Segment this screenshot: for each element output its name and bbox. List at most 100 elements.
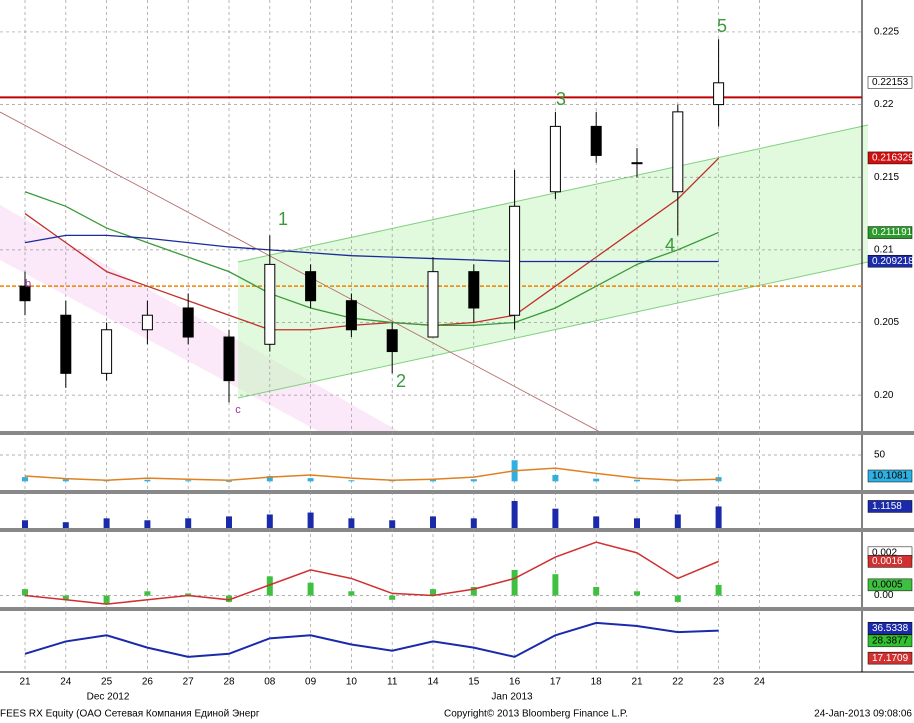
x-tick-label: 08 [264,677,276,688]
price-tag-label: 17.1709 [872,653,909,664]
candle-body [60,314,72,374]
wave-label: 4 [665,235,675,255]
candle-body [631,162,643,165]
bar [511,569,518,596]
price-tag [867,226,913,239]
wave-label: 3 [556,89,566,109]
candle-body [141,314,153,331]
bar [22,477,28,482]
price-tag [867,76,913,89]
bar [348,480,355,482]
price-tag-label: 0.002 [872,547,897,558]
price-tag-label: 0.209218 [872,256,914,267]
price-tag [867,621,913,635]
bar [389,520,396,528]
candle-body [468,271,480,309]
signal-line [24,541,719,605]
candle-body [386,329,398,353]
bar [144,479,151,482]
candle-body [264,263,276,345]
price-tag [867,469,913,483]
candle-body [345,300,357,331]
bar [226,516,232,528]
signal-line [24,467,719,482]
x-tick-label: 21 [19,677,31,688]
price-tag-label: 0.22153 [872,77,909,88]
bar [470,479,477,482]
y-tick-label: 50 [874,450,886,461]
x-tick-label: 22 [672,677,684,688]
y-tick-label: 0.205 [874,317,899,328]
bar [185,593,192,596]
candle-body [19,285,31,302]
bar [511,500,518,528]
bar [593,478,600,482]
bar [62,595,69,600]
bar [266,476,273,482]
price-tag [867,555,913,568]
bar [430,478,436,482]
price-tag-label: 0.216329 [872,153,914,164]
x-tick-label: 25 [101,677,113,688]
bar [22,520,28,528]
bar [62,479,69,482]
y-tick-label: 0.00 [874,590,894,601]
x-tick-label: 14 [427,677,439,688]
x-tick-label: 21 [631,677,643,688]
y-tick-label: 0.225 [874,27,899,38]
price-tag [867,151,913,165]
price-tag [867,578,913,592]
bar [715,477,722,482]
x-tick-label: 17 [550,677,562,688]
footer-right: 24-Jan-2013 09:08:06 [814,709,912,720]
price-tag-label: 0.0005 [872,580,903,591]
bar [144,591,151,596]
bar [634,479,640,482]
candle-body [713,82,725,106]
month-label: Dec 2012 [87,692,130,703]
x-tick-label: 26 [142,677,154,688]
bar [103,595,110,605]
x-tick-label: 15 [468,677,480,688]
price-tag-label: 36.5338 [872,623,909,634]
price-tag [867,500,913,513]
wave-label: 1 [278,209,288,229]
bar [348,518,355,528]
candle-body [672,111,684,193]
bar [470,586,477,596]
y-tick-label: 0.21 [874,245,894,256]
x-tick-label: 27 [183,677,195,688]
wave-label: 2 [396,371,406,391]
bar [144,520,151,528]
footer-center: Copyright© 2013 Bloomberg Finance L.P. [444,709,628,720]
x-tick-label: 18 [591,677,603,688]
bar [266,576,273,596]
x-tick-label: 09 [305,677,317,688]
wave-label: c [235,404,241,416]
x-tick-label: 23 [713,677,725,688]
footer-left: FEES RX Equity (OAO Сетевая Компания Еди… [0,709,260,720]
x-tick-label: 16 [509,677,521,688]
x-tick-label: 11 [387,677,398,688]
bar [307,582,314,596]
bar [715,506,722,528]
candle-body [223,336,235,382]
bar [307,478,314,482]
candle-body [101,329,113,374]
bar [470,518,477,528]
dmi-line [24,621,719,658]
price-tag [867,651,913,665]
bar [266,514,273,528]
bar [226,480,232,482]
bar [674,595,681,602]
bar [552,475,559,482]
bar [634,591,640,596]
candle-body [590,125,602,156]
bar [307,512,314,528]
bar [22,589,28,596]
bar [185,518,192,528]
y-tick-label: 0.215 [874,172,899,183]
price-tag-label: 28.3877 [872,635,909,646]
bar [185,480,192,482]
